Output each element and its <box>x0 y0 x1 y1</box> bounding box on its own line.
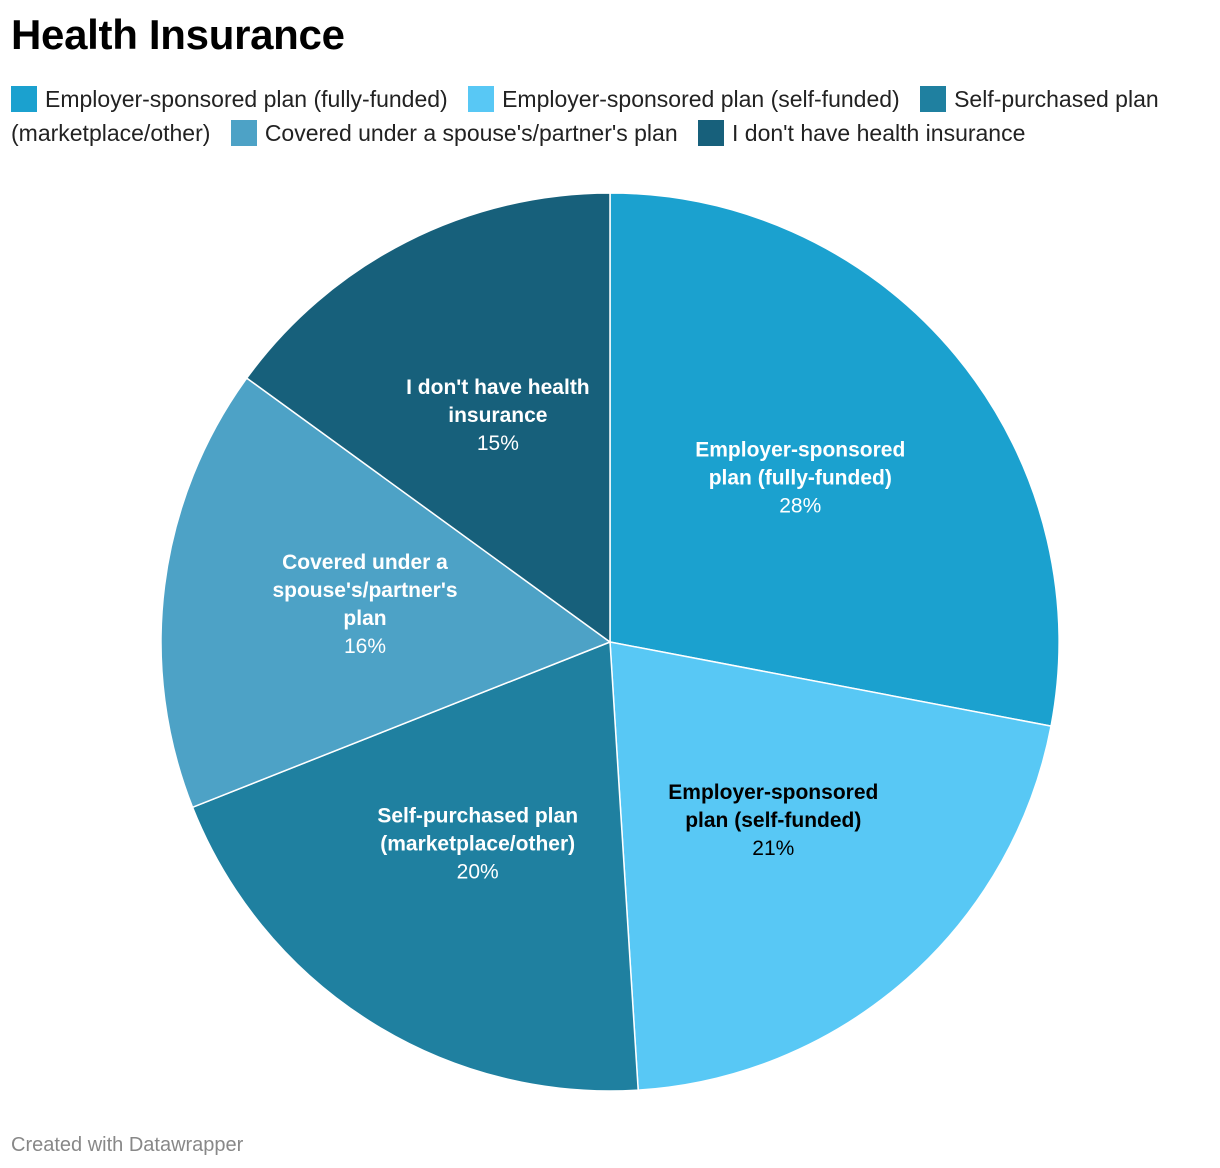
legend-label: Employer-sponsored plan (self-funded) <box>502 86 900 112</box>
chart-legend: Employer-sponsored plan (fully-funded) E… <box>11 82 1211 150</box>
slice-value-label: 15% <box>477 432 519 455</box>
slice-label-line: I don't have health <box>406 376 590 399</box>
legend-swatch <box>698 120 725 146</box>
legend-item: Self-purchased plan (marketplace/other) <box>11 86 1159 146</box>
legend-label: Employer-sponsored plan (fully-funded) <box>45 86 448 112</box>
legend-label: Covered under a spouse's/partner's plan <box>264 120 678 146</box>
slice-value-label: 21% <box>752 837 794 860</box>
slice-label-line: (marketplace/other) <box>380 833 575 856</box>
slice-label: I don't have health insurance 15% <box>406 376 590 455</box>
slice-label: Employer-sponsored plan (self-funded) 21% <box>668 781 878 860</box>
slice-label-line: plan (fully-funded) <box>709 467 892 490</box>
slice-label-line: Employer-sponsored <box>695 439 905 462</box>
slice-value-label: 20% <box>457 861 499 884</box>
pie-slice <box>609 192 1060 728</box>
slice-label-line: plan <box>343 607 386 630</box>
legend-item: Covered under a spouse's/partner's plan <box>230 120 678 146</box>
legend-label: Self-purchased plan (marketplace/other) <box>11 86 1159 146</box>
slice-label-line: plan (self-funded) <box>685 809 861 832</box>
legend-item: Employer-sponsored plan (fully-funded) <box>11 86 448 112</box>
slice-label-line: Covered under a <box>282 551 448 574</box>
pie-chart: Employer-sponsored plan (fully-funded) 28%… <box>160 192 1060 1092</box>
legend-swatch <box>468 86 495 112</box>
pie-slice <box>160 377 612 809</box>
slice-label: Self-purchased plan (marketplace/other) 20… <box>377 805 578 884</box>
slice-label-line: Employer-sponsored <box>668 781 878 804</box>
legend-label: I don't have health insurance <box>732 120 1026 146</box>
slice-label-line: spouse's/partner's <box>272 579 457 602</box>
slice-value-label: 28% <box>779 495 821 518</box>
slice-label: Covered under a spouse's/partner's plan 16% <box>272 551 457 658</box>
credit-text: Created with Datawrapper <box>11 1134 244 1156</box>
legend-item: Employer-sponsored plan (self-funded) <box>468 86 900 112</box>
slice-value-label: 16% <box>344 635 386 658</box>
slice-label-line: insurance <box>448 404 547 427</box>
legend-swatch <box>11 86 37 112</box>
legend-swatch <box>920 86 947 112</box>
slice-label: Employer-sponsored plan (fully-funded) 28% <box>695 439 905 518</box>
chart-title: Health Insurance <box>11 11 345 58</box>
pie-slice <box>609 641 1052 1091</box>
pie-slice <box>191 640 639 1092</box>
slice-label-line: Self-purchased plan <box>377 805 578 828</box>
pie-slice <box>245 192 611 644</box>
legend-item: I don't have health insurance <box>698 120 1025 146</box>
legend-swatch <box>230 120 257 146</box>
